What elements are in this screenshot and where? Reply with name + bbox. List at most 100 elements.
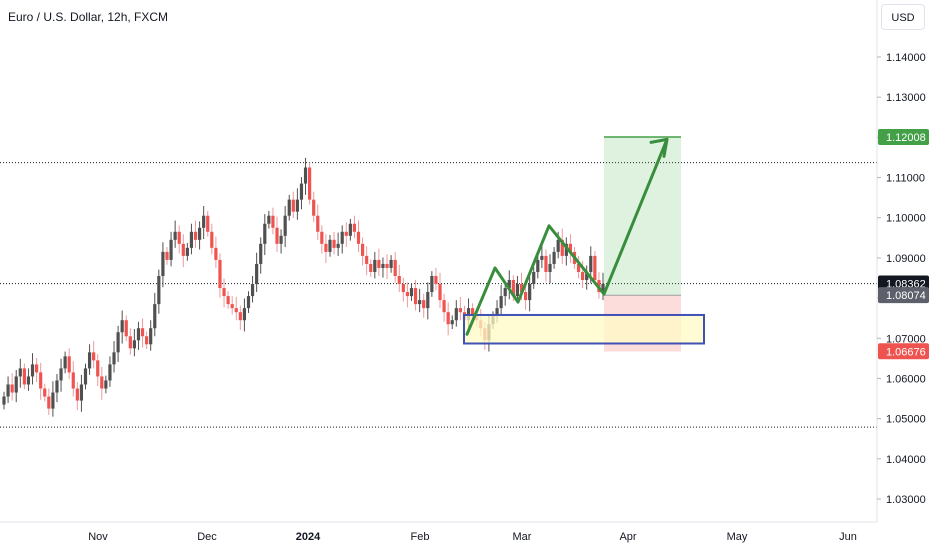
candle-body xyxy=(271,215,275,228)
candle-body xyxy=(87,352,92,369)
candle-body xyxy=(218,259,222,289)
candle-body xyxy=(222,288,226,297)
candle-body xyxy=(230,304,234,309)
x-tick-label: May xyxy=(727,531,748,543)
candle-body xyxy=(96,360,100,377)
candle-body xyxy=(585,271,589,281)
candle-body xyxy=(365,255,369,264)
currency-selector[interactable]: USD xyxy=(881,4,925,30)
candle-body xyxy=(67,356,71,373)
candle-body xyxy=(532,271,536,285)
x-tick-label: Dec xyxy=(197,531,217,543)
candle-body xyxy=(426,292,430,309)
candle-body xyxy=(263,223,267,244)
candle-body xyxy=(422,300,426,309)
y-tick-label: 1.06000 xyxy=(886,373,926,385)
candle-body xyxy=(238,312,242,321)
demand-zone xyxy=(463,313,705,345)
candle-body xyxy=(303,167,308,184)
candle-body xyxy=(548,263,552,272)
candle-body xyxy=(352,223,357,232)
candle-body xyxy=(145,336,149,345)
candle-body xyxy=(544,255,548,272)
candle-body xyxy=(324,243,328,252)
candle-body xyxy=(393,259,397,276)
candle-body xyxy=(165,251,169,260)
y-tick-label: 1.03000 xyxy=(886,494,926,506)
price-label-text: 1.08074 xyxy=(886,290,926,302)
candle-body xyxy=(18,368,22,377)
candle-body xyxy=(397,275,401,285)
candle-body xyxy=(593,255,597,281)
x-tick-label: Jun xyxy=(839,531,857,543)
y-tick-label: 1.11000 xyxy=(886,173,925,185)
candle-body xyxy=(336,243,340,248)
candle-body xyxy=(43,388,47,397)
candle-body xyxy=(413,288,418,305)
candle-body xyxy=(446,312,450,325)
candle-body xyxy=(581,271,585,281)
candle-body xyxy=(100,376,104,389)
x-tick-label: Apr xyxy=(619,531,636,543)
candle-body xyxy=(381,263,385,268)
x-tick-label: Nov xyxy=(88,531,108,543)
candle-body xyxy=(373,259,377,272)
candle-body xyxy=(442,300,446,313)
candle-body xyxy=(316,215,320,232)
candle-body xyxy=(51,392,55,409)
candle-body xyxy=(63,356,67,369)
price-label-bg xyxy=(878,343,929,360)
candle-body xyxy=(356,231,361,244)
candle-body xyxy=(515,284,520,297)
candle-body xyxy=(193,231,198,240)
candle-body xyxy=(210,231,214,248)
candle-body xyxy=(552,251,556,264)
price-label-bg xyxy=(878,287,929,304)
candle-body xyxy=(214,247,218,260)
candle-body xyxy=(418,300,422,305)
y-tick-label: 1.04000 xyxy=(886,454,926,466)
candle-body xyxy=(116,332,120,353)
candle-body xyxy=(560,239,564,256)
candle-body xyxy=(312,199,316,216)
candle-body xyxy=(369,263,373,272)
candle-body xyxy=(283,215,287,236)
candle-body xyxy=(458,308,462,313)
candle-body xyxy=(197,227,202,240)
candle-body xyxy=(308,167,312,200)
candle-body xyxy=(495,308,499,317)
candle-body xyxy=(601,284,605,293)
candle-body xyxy=(471,308,475,317)
x-tick-label: Mar xyxy=(513,531,532,543)
candle-body xyxy=(149,328,153,345)
candle-body xyxy=(385,263,389,268)
candle-body xyxy=(434,275,438,285)
price-label-text: 1.06676 xyxy=(886,346,926,358)
candle-body xyxy=(10,384,14,393)
candle-body xyxy=(511,280,515,297)
candle-body xyxy=(79,384,84,401)
candle-body xyxy=(120,320,124,333)
y-tick-label: 1.07000 xyxy=(886,333,926,345)
candle-body xyxy=(128,336,132,349)
candle-body xyxy=(401,284,405,293)
candle-body xyxy=(528,284,532,301)
candle-body xyxy=(108,364,112,381)
price-label-text: 1.12008 xyxy=(886,132,926,144)
candle-body xyxy=(499,296,503,309)
candle-body xyxy=(47,396,51,409)
candle-body xyxy=(377,259,381,268)
candle-body xyxy=(136,328,141,341)
candle-body xyxy=(328,239,332,252)
candle-body xyxy=(185,247,189,256)
candle-body xyxy=(30,364,35,377)
candle-body xyxy=(169,239,173,260)
candle-body xyxy=(360,243,365,256)
candle-body xyxy=(450,320,454,325)
candle-body xyxy=(409,288,414,297)
candle-body xyxy=(55,380,59,393)
candle-body xyxy=(14,376,18,393)
candle-body xyxy=(332,239,336,248)
